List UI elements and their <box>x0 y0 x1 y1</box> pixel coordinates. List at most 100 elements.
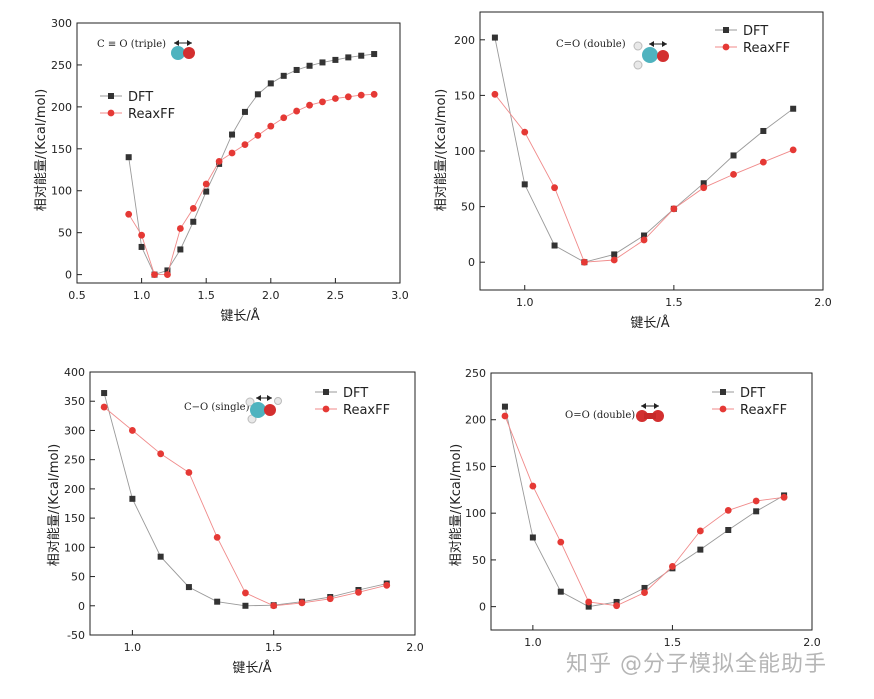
oxygen-atom-icon <box>183 47 195 59</box>
data-point-reaxff <box>306 101 313 109</box>
y-tick-label: 400 <box>64 366 85 379</box>
x-tick-label: 1.5 <box>265 641 283 654</box>
legend-label: DFT <box>740 386 765 401</box>
data-point-dft <box>319 59 326 66</box>
y-tick-label: 150 <box>64 512 85 525</box>
bond-type-label: C=O (double) <box>556 39 626 50</box>
data-point-dft <box>613 598 620 605</box>
chart-panel-cO-triple: 0.5 1.0 1.5 2.0 2.5 3.0 0 50 100 150 200 250 300 键长/Å… <box>34 17 409 324</box>
x-axis-label: 键长/Å <box>630 315 669 331</box>
hydrogen-atom-icon <box>633 41 643 51</box>
data-point-dft <box>730 152 737 159</box>
data-point-reaxff <box>319 98 326 106</box>
plot-frame <box>490 372 813 631</box>
x-axis-label: 键长/Å <box>220 308 259 324</box>
y-tick-label: 100 <box>454 145 475 158</box>
data-point-reaxff <box>241 141 249 149</box>
data-point-reaxff <box>242 589 249 597</box>
y-tick-label: 300 <box>51 17 72 30</box>
data-point-dft <box>358 52 365 59</box>
y-tick-label: 50 <box>58 227 72 240</box>
y-tick-label: 150 <box>454 89 475 102</box>
series-reaxff <box>501 412 788 610</box>
data-point-reaxff <box>100 403 108 411</box>
y-tick-label: 0 <box>78 600 85 613</box>
data-point-reaxff <box>724 506 732 514</box>
data-point-dft <box>611 251 618 258</box>
data-point-dft <box>177 246 184 253</box>
data-point-reaxff <box>151 271 158 279</box>
data-point-reaxff <box>189 204 197 212</box>
data-point-reaxff <box>293 107 301 115</box>
y-tick-label: 200 <box>51 101 72 114</box>
x-tick-label: 1.0 <box>524 636 542 649</box>
data-point-dft <box>557 588 564 595</box>
data-point-reaxff <box>700 184 708 192</box>
bond-type-label: C ≡ O (triple) <box>97 39 166 50</box>
data-point-reaxff <box>613 602 621 610</box>
data-point-reaxff <box>551 184 558 192</box>
data-point-dft <box>371 51 378 58</box>
carbon-atom-icon <box>642 47 658 63</box>
bond-icon <box>644 413 656 419</box>
data-point-reaxff <box>610 256 618 264</box>
y-tick-label: 100 <box>64 541 85 554</box>
data-point-reaxff <box>780 493 788 501</box>
series-dft <box>125 51 378 278</box>
data-point-reaxff <box>267 122 275 130</box>
legend: DFT ReaxFF <box>712 386 787 418</box>
y-tick-label: 50 <box>71 571 85 584</box>
data-point-dft <box>641 584 648 591</box>
series-line <box>128 53 375 276</box>
data-point-reaxff <box>128 427 136 434</box>
data-point-reaxff <box>501 412 509 420</box>
data-point-reaxff <box>669 563 676 570</box>
y-tick-label: 200 <box>64 483 85 496</box>
x-tick-label: 2.5 <box>327 289 345 302</box>
data-point-dft <box>254 91 261 98</box>
x-tick-label: 1.0 <box>133 289 151 302</box>
y-tick-label: 0 <box>468 256 475 269</box>
data-point-reaxff <box>759 158 767 166</box>
y-tick-label: 100 <box>51 185 72 198</box>
series-line <box>103 392 387 607</box>
series-line <box>494 37 794 263</box>
data-point-reaxff <box>529 482 537 490</box>
y-tick-label: 150 <box>465 460 486 473</box>
data-point-reaxff <box>696 527 704 535</box>
plot-frame <box>76 22 401 284</box>
molecule-icon <box>633 41 669 70</box>
data-point-dft <box>138 243 145 250</box>
data-point-dft <box>306 62 313 69</box>
data-point-reaxff <box>585 598 593 606</box>
data-point-dft <box>241 108 248 115</box>
data-point-reaxff <box>202 180 210 188</box>
x-tick-label: 1.5 <box>197 289 215 302</box>
y-axis-label: 相对能量/(Kcal/mol) <box>34 89 49 211</box>
legend-label: DFT <box>743 24 768 39</box>
molecule-icon <box>171 40 195 60</box>
data-point-reaxff <box>270 602 278 610</box>
data-point-dft <box>551 242 558 249</box>
data-point-reaxff <box>355 588 362 596</box>
legend-marker-square <box>720 389 726 395</box>
data-point-reaxff <box>164 271 171 279</box>
legend-marker-circle <box>722 43 730 51</box>
data-point-reaxff <box>752 497 760 505</box>
data-point-dft <box>190 218 197 225</box>
x-tick-label: 1.5 <box>664 636 682 649</box>
data-point-reaxff <box>254 131 262 139</box>
data-point-dft <box>521 181 528 188</box>
legend-marker-square <box>323 389 329 395</box>
oxygen-atom-icon <box>657 50 669 62</box>
y-tick-label: 50 <box>472 554 486 567</box>
data-point-reaxff <box>730 170 737 178</box>
data-point-dft <box>345 54 352 61</box>
data-point-reaxff <box>344 93 352 101</box>
x-tick-label: 2.0 <box>406 641 424 654</box>
data-point-reaxff <box>580 258 588 266</box>
x-tick-label: 2.0 <box>262 289 280 302</box>
data-point-reaxff <box>215 157 223 165</box>
bond-type-label: O=O (double) <box>565 410 635 421</box>
